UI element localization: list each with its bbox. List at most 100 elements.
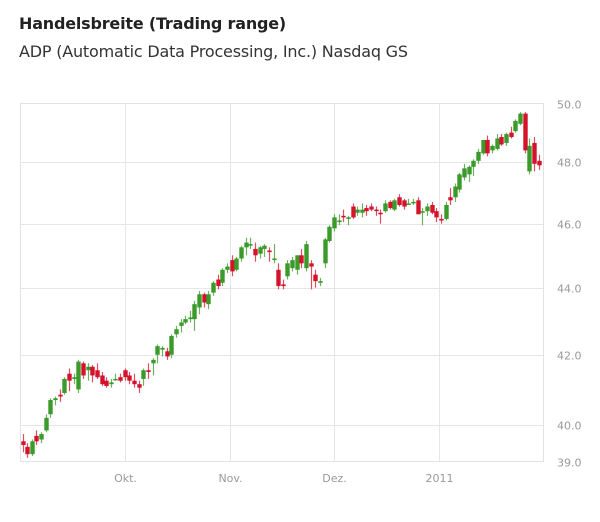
candle [76,359,81,393]
candle [402,198,407,210]
candle [81,361,86,379]
y-tick-label: 39.0 [557,457,582,470]
candle [30,439,35,456]
candle [471,159,476,176]
candle [527,138,532,175]
candle [388,200,393,210]
candle [318,277,323,287]
candle [211,281,216,296]
candle [86,363,91,381]
candle [179,319,184,333]
candle [295,255,300,275]
candle [197,290,202,315]
candle [364,204,369,216]
candle [192,300,197,331]
candle [272,244,277,264]
candle [183,315,188,325]
y-tick-label: 46.0 [557,219,582,232]
candles [21,112,542,458]
candle [532,137,537,172]
candle [476,148,481,164]
chart-title: Handelsbreite (Trading range) [19,14,287,33]
candle [378,209,383,224]
candle [504,132,509,146]
candle [72,373,77,385]
candle [137,380,142,393]
candle [234,256,239,272]
grid-lines [20,103,544,462]
candle [411,198,416,205]
candle [225,263,230,274]
candle [434,208,439,223]
candle [104,377,109,388]
candle [490,144,495,154]
candle [439,214,444,224]
candle [481,139,486,155]
candle [462,163,467,181]
candle [425,203,430,216]
y-axis: 50.0 48.0 46.0 44.0 42.0 40.0 39.0 [557,99,582,470]
candle [44,414,49,433]
candle [100,371,105,386]
candle [499,134,504,146]
candle [444,201,449,221]
candle [281,279,286,290]
candle [383,200,388,213]
candle [346,215,351,226]
candle [155,344,160,364]
candle [457,172,462,193]
candle [406,198,411,205]
candle [174,325,179,338]
candle [146,363,151,379]
candle [39,432,44,444]
candle [290,256,295,272]
candle [109,378,114,388]
y-tick-label: 40.0 [557,420,582,433]
candle [113,373,118,381]
candle [90,365,95,383]
candle [67,368,72,392]
candle [332,214,337,232]
candle [285,260,290,280]
candle [327,225,332,243]
candle [239,245,244,262]
candle [495,134,500,151]
plot-frame [20,103,544,462]
x-tick-label: Nov. [218,472,242,485]
candle [360,203,365,218]
candle [21,434,26,453]
candle [53,396,58,406]
candle [518,112,523,126]
candle [509,126,514,139]
candle [397,194,402,207]
candle [262,244,267,257]
x-tick-label: Okt. [114,472,137,485]
candle [258,245,263,259]
candle [62,377,67,395]
candle [253,242,258,262]
candle [95,363,100,379]
y-tick-label: 50.0 [557,99,582,112]
candle [188,310,193,323]
candle [244,237,249,256]
candle [127,371,132,385]
candle [309,260,314,290]
candle [374,206,379,216]
candle [132,373,137,388]
candle [118,373,123,383]
chart-subtitle: ADP (Automatic Data Processing, Inc.) Na… [19,42,408,61]
candle [160,346,165,357]
candle [220,268,225,287]
candle [165,347,170,360]
candle [202,292,207,308]
candle [430,201,435,215]
candle [416,197,421,215]
x-tick-label: 2011 [426,472,454,485]
candle [355,206,360,216]
candle [448,188,453,205]
candle [523,112,528,154]
candle [453,183,458,202]
candle [351,203,356,219]
candle [337,214,342,226]
